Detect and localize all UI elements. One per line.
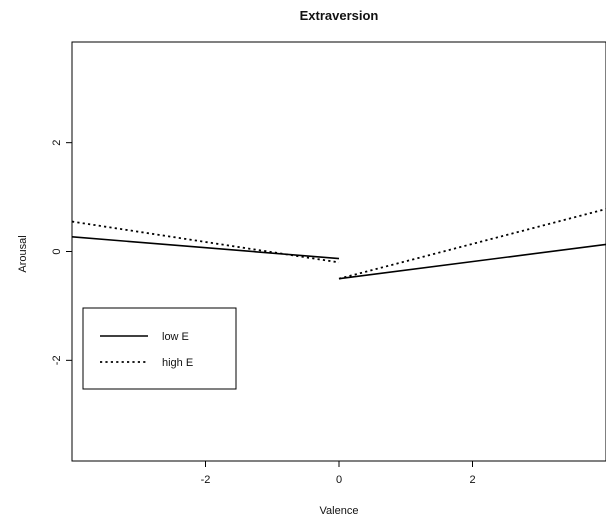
series-line-low-e-segment-2 — [338, 243, 606, 280]
y-axis-label: Arousal — [17, 235, 29, 272]
plot-frame — [71, 41, 606, 462]
series-line-high-e-segment-1 — [72, 220, 340, 264]
chart-title: Extraversion — [300, 8, 379, 23]
y-tick-label: 2 — [51, 140, 63, 146]
x-tick-label: 0 — [336, 474, 342, 486]
legend-label: low E — [162, 331, 189, 343]
x-tick-label: -2 — [201, 474, 211, 486]
y-tick-label: -2 — [51, 355, 63, 365]
series-line-low-e-segment-1 — [72, 236, 340, 260]
y-axis: -2 0 2 — [51, 140, 72, 365]
x-axis: -2 0 2 — [201, 461, 476, 486]
y-tick-label: 0 — [51, 248, 63, 254]
x-tick-label: 2 — [469, 474, 475, 486]
legend: low E high E — [82, 307, 237, 390]
series-line-high-e-segment-2 — [338, 208, 606, 280]
x-axis-label: Valence — [320, 505, 359, 517]
series-layer — [72, 208, 606, 280]
legend-box — [82, 307, 237, 390]
legend-label: high E — [162, 357, 193, 369]
